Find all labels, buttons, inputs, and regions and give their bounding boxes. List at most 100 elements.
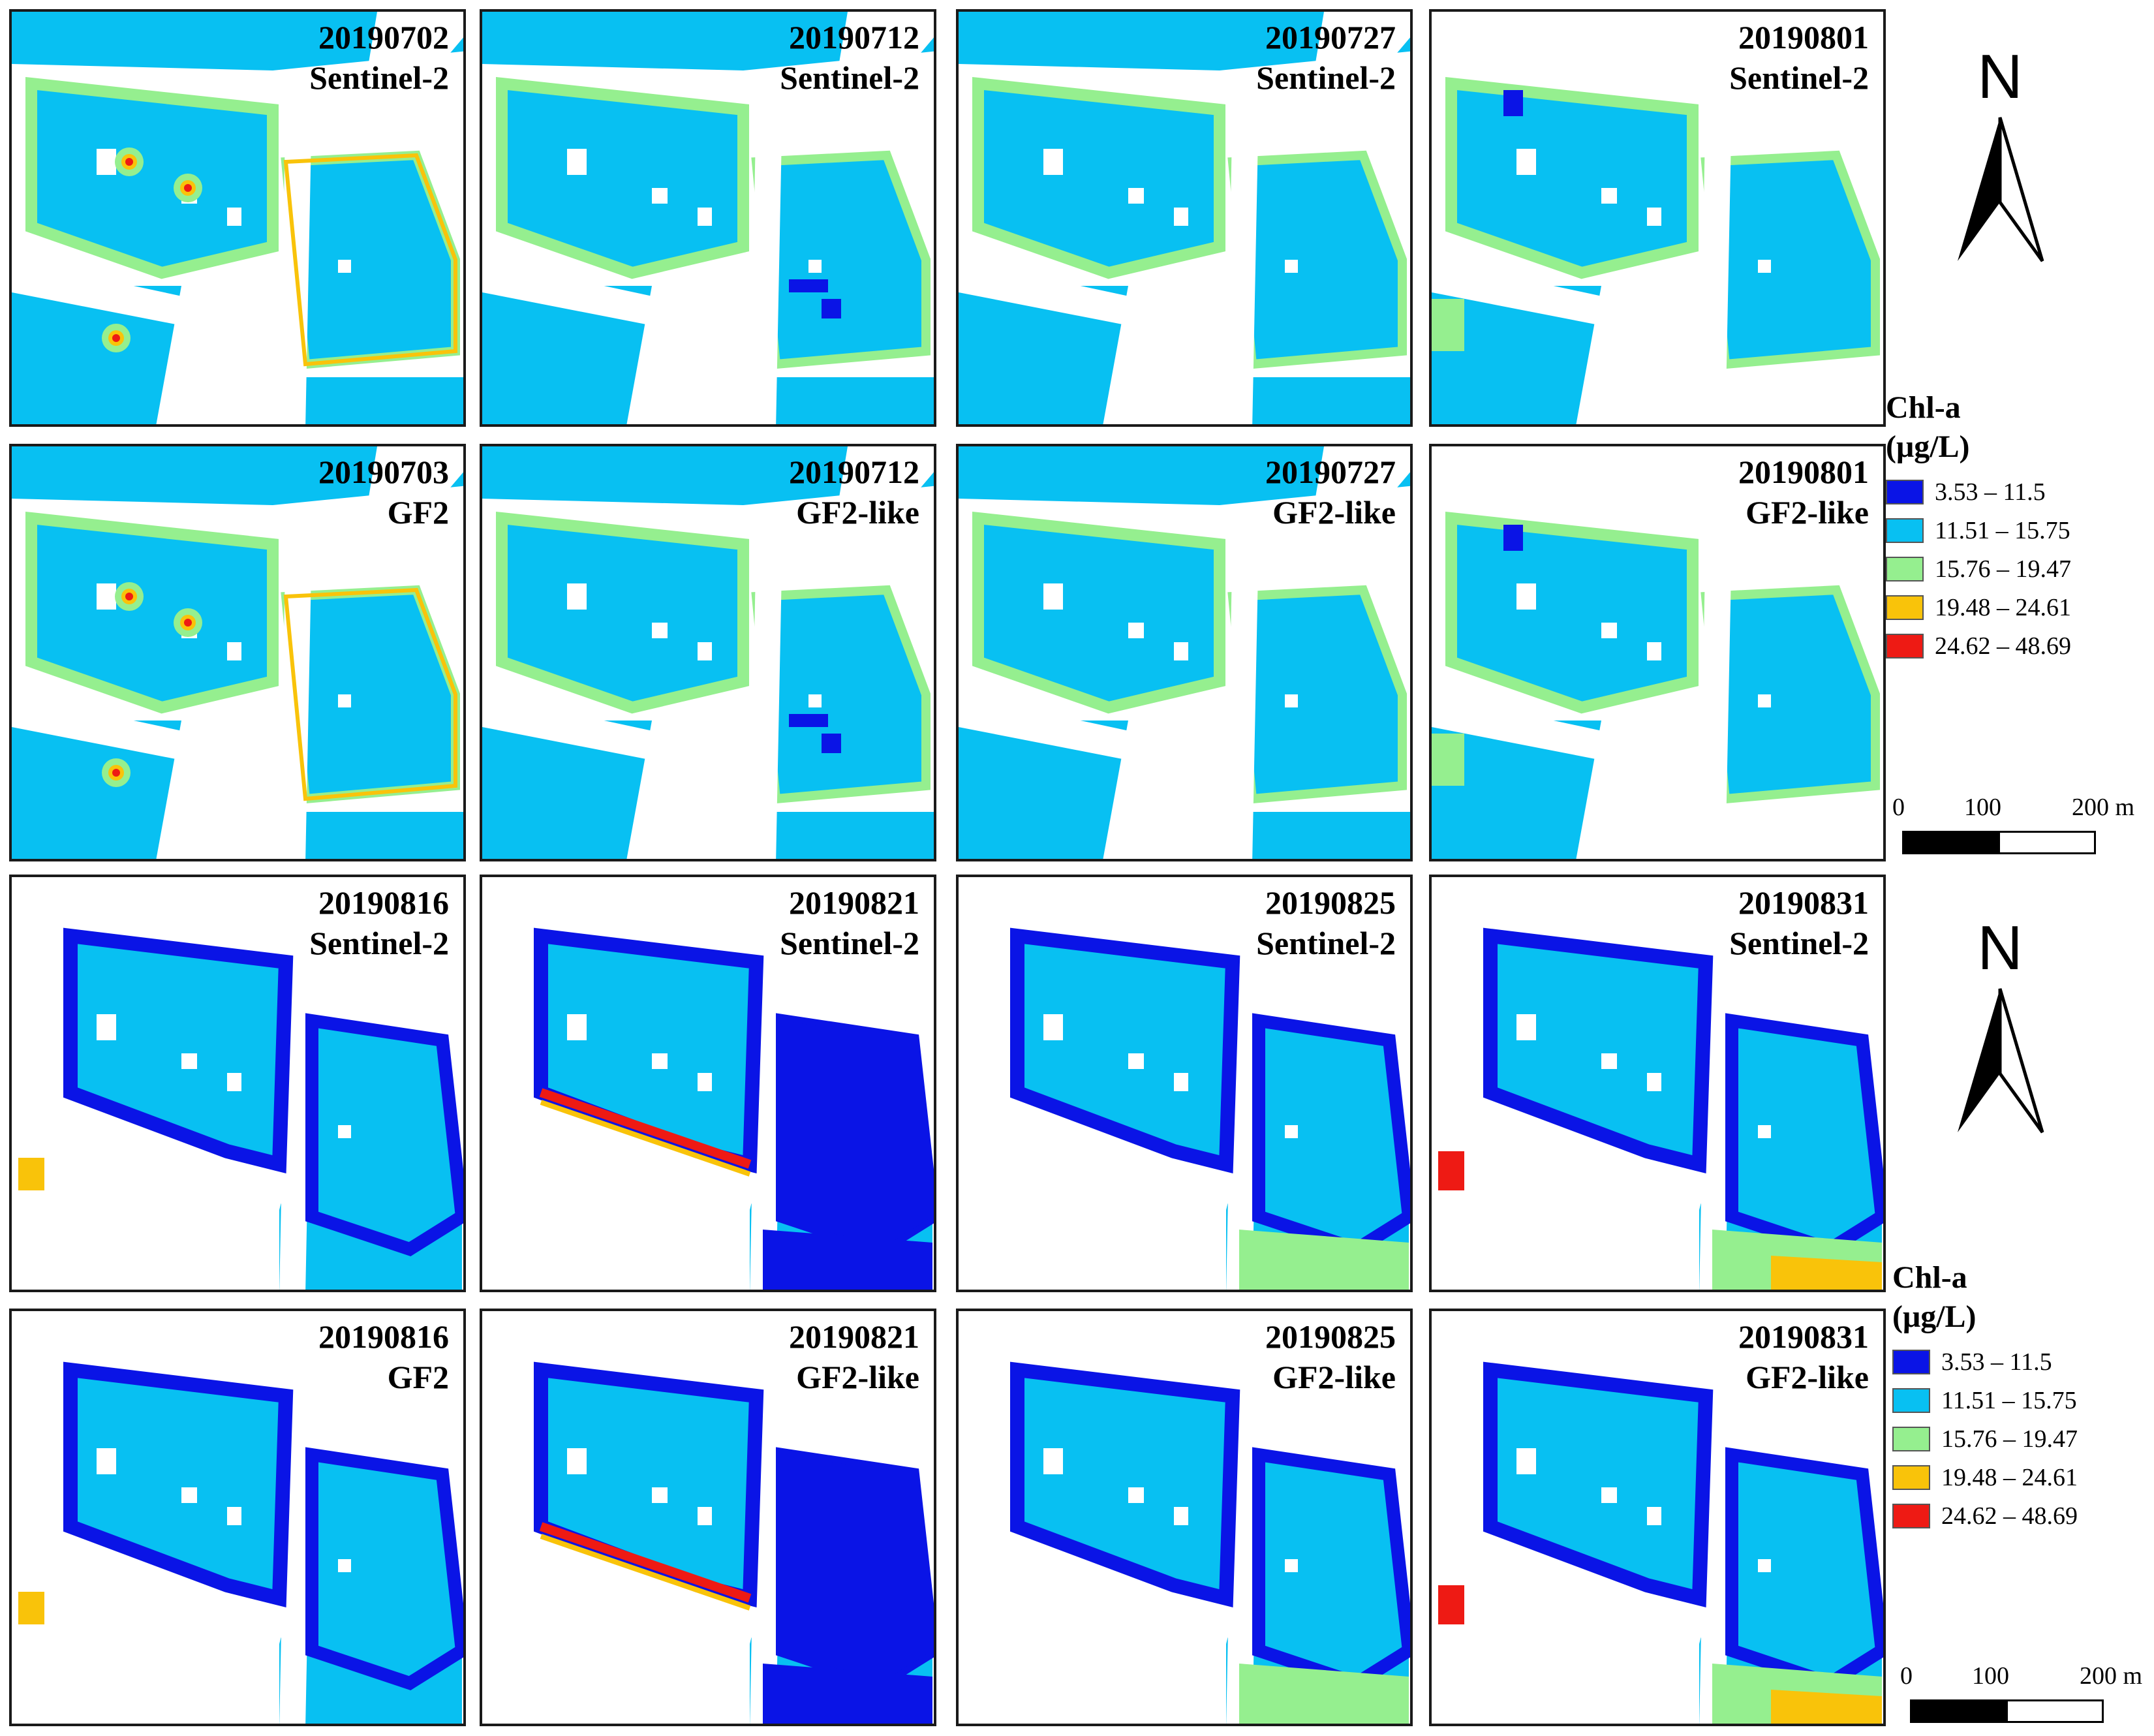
map-panel: 20190703 GF2 — [9, 444, 466, 861]
north-arrow: N — [1941, 46, 2059, 268]
map-panel: 20190831 GF2-like — [1429, 1309, 1886, 1726]
map-panel: 20190712 Sentinel-2 — [480, 9, 936, 427]
chl-a-raster-map — [12, 12, 463, 424]
panel-label: 20190816 GF2 — [318, 1316, 449, 1397]
map-panel: 20190821 Sentinel-2 — [480, 875, 936, 1292]
panel-sensor: Sentinel-2 — [1256, 925, 1396, 961]
panel-date: 20190801 — [1738, 19, 1869, 55]
panel-label: 20190703 GF2 — [318, 452, 449, 533]
legend-item: 15.76 – 19.47 — [1886, 550, 2071, 589]
legend-swatch — [1892, 1427, 1930, 1451]
map-panel: 20190825 Sentinel-2 — [956, 875, 1413, 1292]
panel-date: 20190801 — [1738, 454, 1869, 490]
panel-label: 20190702 Sentinel-2 — [309, 17, 449, 98]
scale-bar-white — [2006, 1699, 2104, 1723]
north-arrow-icon — [1958, 988, 2044, 1134]
panel-sensor: GF2 — [387, 494, 449, 531]
legend-label: 24.62 – 48.69 — [1935, 632, 2071, 660]
panel-label: 20190816 Sentinel-2 — [309, 882, 449, 963]
scale-label-200: 200 m — [2072, 794, 2135, 821]
legend-label: 19.48 – 24.61 — [1935, 594, 2071, 621]
chl-a-raster-map — [482, 12, 934, 424]
panel-date: 20190727 — [1265, 19, 1396, 55]
panel-date: 20190825 — [1265, 884, 1396, 921]
chl-a-raster-map — [959, 877, 1410, 1290]
legend-item: 11.51 – 15.75 — [1892, 1382, 2077, 1420]
legend-swatch — [1886, 518, 1924, 543]
chl-a-raster-map — [1432, 877, 1883, 1290]
scalebar-1: 0 100 200 m — [1892, 793, 2134, 865]
panel-date: 20190703 — [318, 454, 449, 490]
scalebar-2: 0 100 200 m — [1900, 1662, 2142, 1733]
legend-item: 15.76 – 19.47 — [1892, 1420, 2078, 1459]
legend-swatch — [1892, 1350, 1930, 1374]
map-panel: 20190825 GF2-like — [956, 1309, 1413, 1726]
legend-1: Chl-a (μg/L) 3.53 – 11.5 11.51 – 15.75 15.… — [1886, 388, 2071, 666]
map-panel: 20190816 GF2 — [9, 1309, 466, 1726]
scale-label-0: 0 — [1892, 794, 1905, 821]
panel-sensor: Sentinel-2 — [780, 59, 919, 96]
panel-sensor: Sentinel-2 — [309, 925, 449, 961]
chl-a-raster-map — [959, 446, 1410, 859]
panel-date: 20190712 — [789, 19, 919, 55]
panel-date: 20190821 — [789, 884, 919, 921]
legend-2: Chl-a (μg/L) 3.53 – 11.5 11.51 – 15.75 15.… — [1892, 1258, 2078, 1536]
chl-a-raster-map — [482, 1311, 934, 1724]
panel-label: 20190712 GF2-like — [789, 452, 919, 533]
panel-date: 20190727 — [1265, 454, 1396, 490]
panel-sensor: Sentinel-2 — [1729, 59, 1869, 96]
legend-swatch — [1892, 1388, 1930, 1413]
map-panel: 20190801 Sentinel-2 — [1429, 9, 1886, 427]
chl-a-raster-map — [482, 446, 934, 859]
legend-item: 24.62 – 48.69 — [1886, 627, 2071, 666]
legend-swatch — [1886, 480, 1924, 504]
map-panel: 20190727 GF2-like — [956, 444, 1413, 861]
north-letter: N — [1977, 42, 2023, 112]
legend-item: 11.51 – 15.75 — [1886, 512, 2070, 550]
chl-a-raster-map — [1432, 446, 1883, 859]
legend-unit: (μg/L) — [1892, 1299, 1977, 1334]
legend-item: 24.62 – 48.69 — [1892, 1497, 2078, 1536]
panel-date: 20190821 — [789, 1318, 919, 1355]
panel-sensor: GF2-like — [1272, 1359, 1396, 1395]
panel-label: 20190712 Sentinel-2 — [780, 17, 919, 98]
legend-items: 3.53 – 11.5 11.51 – 15.75 15.76 – 19.47 19.… — [1892, 1343, 2078, 1536]
scale-label-200: 200 m — [2080, 1662, 2143, 1690]
chl-a-raster-map — [12, 1311, 463, 1724]
legend-label: 11.51 – 15.75 — [1935, 517, 2070, 544]
chl-a-raster-map — [482, 877, 934, 1290]
panel-sensor: GF2 — [387, 1359, 449, 1395]
panel-sensor: Sentinel-2 — [1729, 925, 1869, 961]
panel-label: 20190801 GF2-like — [1738, 452, 1869, 533]
panel-sensor: Sentinel-2 — [780, 925, 919, 961]
panel-date: 20190816 — [318, 1318, 449, 1355]
panel-sensor: GF2-like — [796, 494, 919, 531]
panel-sensor: GF2-like — [1746, 494, 1869, 531]
north-arrow-icon — [1958, 117, 2044, 262]
legend-item: 19.48 – 24.61 — [1892, 1459, 2078, 1497]
panel-label: 20190825 GF2-like — [1265, 1316, 1396, 1397]
north-letter: N — [1977, 913, 2023, 983]
panel-label: 20190821 GF2-like — [789, 1316, 919, 1397]
panel-date: 20190816 — [318, 884, 449, 921]
chl-a-raster-map — [12, 877, 463, 1290]
panel-sensor: Sentinel-2 — [1256, 59, 1396, 96]
legend-swatch — [1892, 1504, 1930, 1528]
map-panel: 20190702 Sentinel-2 — [9, 9, 466, 427]
legend-title: Chl-a — [1886, 390, 1961, 425]
chl-a-raster-map — [12, 446, 463, 859]
legend-title: Chl-a — [1892, 1260, 1967, 1295]
panel-date: 20190831 — [1738, 1318, 1869, 1355]
scale-bar-white — [1998, 831, 2096, 854]
map-panel: 20190727 Sentinel-2 — [956, 9, 1413, 427]
north-arrow-2: N — [1941, 917, 2059, 1139]
legend-item: 19.48 – 24.61 — [1886, 589, 2071, 627]
map-panel: 20190712 GF2-like — [480, 444, 936, 861]
map-panel: 20190801 GF2-like — [1429, 444, 1886, 861]
map-panel: 20190831 Sentinel-2 — [1429, 875, 1886, 1292]
legend-label: 11.51 – 15.75 — [1941, 1387, 2077, 1414]
panel-sensor: Sentinel-2 — [309, 59, 449, 96]
legend-label: 15.76 – 19.47 — [1935, 555, 2071, 583]
legend-swatch — [1886, 557, 1924, 581]
panel-label: 20190825 Sentinel-2 — [1256, 882, 1396, 963]
